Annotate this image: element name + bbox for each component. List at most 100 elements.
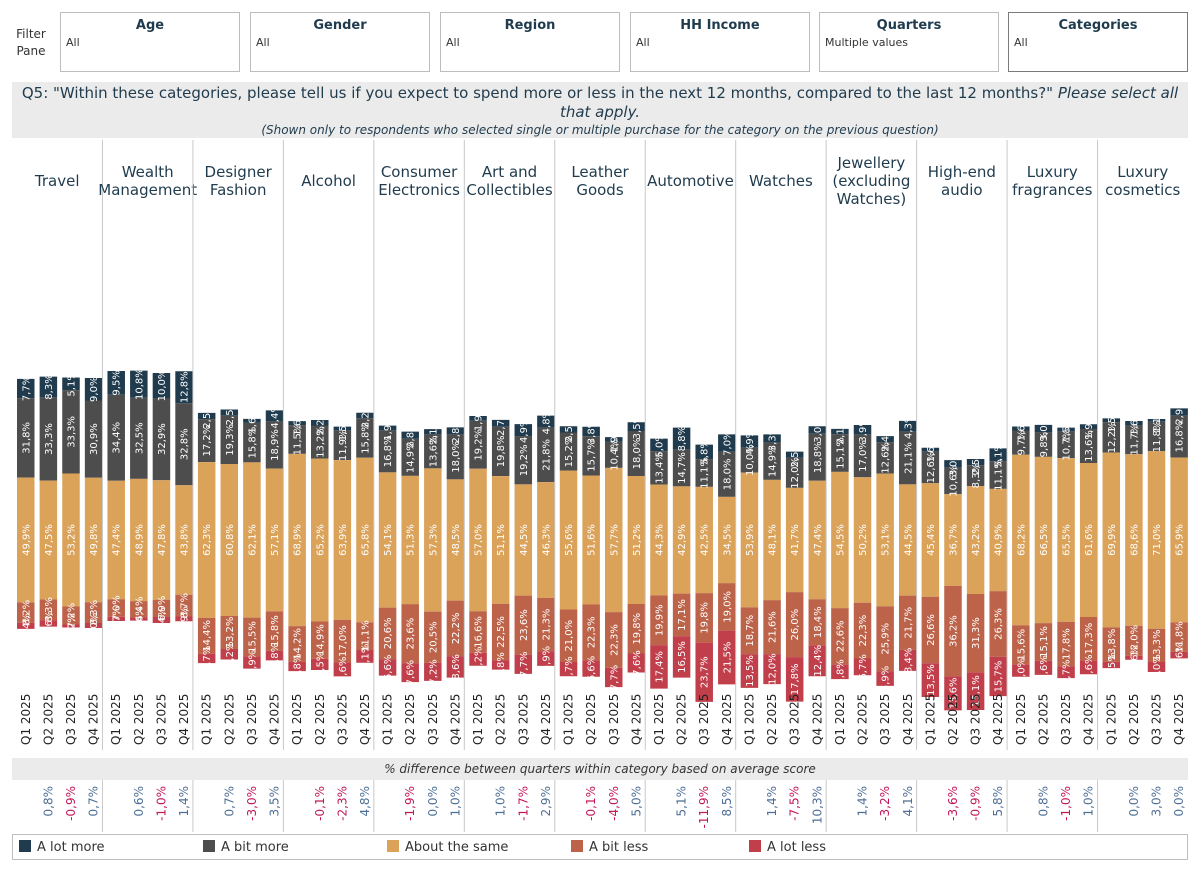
bar-art-and-collectibles-q3[interactable]: 4,9%19,2% 44,5% 23,6% 7,7% [514, 418, 533, 677]
bar-automotive-q4[interactable]: 7,0% 18,0% 34,5% 19,0% 21,5% [718, 430, 736, 685]
segment-a-lot-less [62, 624, 80, 628]
bar-wealth-management-q2[interactable]: 10,8% 32,5% 48,9% 6,4%1,4% [130, 368, 148, 632]
bar-high-end-audio-q1[interactable]: 1,6%12,6% 45,4% 26,6% 13,5% [921, 437, 940, 697]
data-label-about-same: 43,8% [180, 524, 191, 556]
bar-high-end-audio-q2[interactable]: 3,0%10,6% 36,7% 36,2% 13,6% [944, 451, 962, 711]
bar-art-and-collectibles-q4[interactable]: 4,8% 21,8% 46,3% 21,3% 5,9% [537, 409, 555, 671]
bar-wealth-management-q1[interactable]: 9,5% 34,4% 47,4% 7,0%1,7% [107, 370, 125, 632]
bar-automotive-q3[interactable]: 5,8%11,1% 42,5% 19,8% 23,7% [695, 439, 713, 702]
segment-about-same [605, 467, 623, 613]
filter-categories-value[interactable]: All [1014, 36, 1028, 49]
data-label-about-same: 71,0% [1152, 524, 1163, 556]
bar-leather-goods-q1[interactable]: 2,5%15,2% 55,6% 21,0% 5,7% [559, 417, 578, 682]
bar-luxury-cosmetics-q2[interactable]: 1,6%11,7%68,6%12,0%1,6% [1125, 410, 1143, 670]
data-label-a-lot-more: 2,9% [1175, 399, 1186, 424]
bar-luxury-fragrances-q4[interactable]: 1,9%13,6% 61,6% 17,3%5,6% [1079, 414, 1098, 680]
bar-leather-goods-q4[interactable]: 3,5%18,0% 51,2% 19,8% 7,6% [627, 414, 646, 676]
filter-gender-value[interactable]: All [256, 36, 270, 49]
data-label-a-bit-more: 12,0% [790, 457, 801, 489]
filter-age-value[interactable]: All [66, 36, 80, 49]
bar-jewellery-excluding-watches-q3[interactable]: 2,4%12,6% 53,1% 25,9% 5,9% [876, 426, 894, 691]
filter-gender[interactable]: Gender All [250, 12, 430, 72]
legend-item-a-bit-more[interactable]: A bit more [203, 840, 289, 856]
bar-consumer-electronics-q3[interactable]: 2,1%13,6% 57,3% 20,5% 7,2% [424, 419, 442, 685]
bar-watches-q4[interactable]: 3,0%18,8% 47,4% 18,4% 12,4% [808, 417, 827, 677]
bar-leather-goods-q2[interactable]: 3,8%15,7% 51,6% 22,3% 6,6% [582, 419, 600, 681]
bar-high-end-audio-q3[interactable]: 2,5%8,3% 43,2% 31,3% 15,1% [966, 449, 985, 710]
legend-item-about-the-same[interactable]: About the same [387, 840, 508, 856]
segment-a-lot-more [1125, 421, 1143, 425]
bar-travel-q3[interactable]: 5,1% 33,3% 53,2% 7,2%1,2% [62, 371, 80, 639]
segment-a-lot-more [514, 424, 533, 437]
segment-a-bit-more [989, 461, 1007, 489]
bar-alcohol-q4[interactable]: 2,2%15,8% 65,8% 11,1%5,1% [356, 403, 374, 669]
filter-hh-income-value[interactable]: All [636, 36, 650, 49]
bar-travel-q4[interactable]: 9,0% 30,9% 49,8% 8,3%2,0% [84, 377, 103, 639]
data-label-a-lot-more: 3,9% [858, 417, 869, 442]
data-label-about-same: 47,8% [157, 524, 168, 556]
bar-travel-q1[interactable]: 7,7% 31,8% 49,9% 8,2%2,4% [17, 376, 35, 639]
question-main: Q5: "Within these categories, please tel… [21, 84, 1054, 102]
segment-a-lot-more [446, 427, 465, 435]
bar-luxury-cosmetics-q3[interactable]: 1,1%11,8% 71,0% 13,3%4,0% [1147, 408, 1166, 680]
bar-automotive-q2[interactable]: 8,8%14,7% 42,9% 17,1% 16,5% [672, 426, 691, 678]
bar-art-and-collectibles-q1[interactable]: 1,9%19,2% 57,0% 16,6%5,2% [469, 406, 487, 672]
legend-item-a-lot-less[interactable]: A lot less [749, 840, 826, 856]
bar-consumer-electronics-q4[interactable]: 2,8%18,0% 48,5% 22,2% 8,6% [446, 418, 465, 680]
bar-luxury-fragrances-q2[interactable]: 3,0%9,8% 66,5% 15,1%5,6% [1034, 416, 1053, 681]
filter-quarters[interactable]: Quarters Multiple values [819, 12, 999, 72]
bar-luxury-cosmetics-q1[interactable]: 1,5%12,2% 69,9% 13,8%2,5% [1102, 408, 1121, 678]
data-label-a-lot-more: 4,4% [270, 403, 281, 428]
data-label-a-bit-more: 11,5% [293, 424, 304, 456]
bar-designer-fashion-q1[interactable]: 2,5%17,2% 62,3% 14,4%3,7% [197, 403, 216, 671]
diff-value-consumer-electronics-q4: 1,0% [448, 786, 462, 817]
filter-quarters-value[interactable]: Multiple values [825, 36, 908, 49]
bar-watches-q3[interactable]: 2,5%12,0% 41,7% 26,0% 17,8% [785, 442, 804, 702]
bar-luxury-fragrances-q1[interactable]: 1,6%9,7% 68,2% 15,6%5,0% [1012, 416, 1030, 683]
bar-luxury-fragrances-q3[interactable]: 1,5%10,7% 65,5% 17,8%4,7% [1057, 417, 1075, 685]
filter-hh-income[interactable]: HH Income All [630, 12, 810, 72]
filter-region[interactable]: Region All [440, 12, 620, 72]
bar-jewellery-excluding-watches-q4[interactable]: 4,3% 21,1% 44,5% 21,7% 8,4% [899, 414, 917, 674]
data-label-a-lot-less: 6,7% [858, 654, 869, 679]
data-label-a-bit-more: 18,9% [270, 429, 281, 461]
diff-value-wealth-management-q2: 0,6% [132, 786, 146, 817]
bar-designer-fashion-q2[interactable]: 2,5%19,3% 60,8% 13,2%4,2% [220, 400, 239, 667]
filter-categories[interactable]: Categories All [1008, 12, 1188, 72]
quarter-label: Q1 2025 [923, 694, 937, 745]
bar-designer-fashion-q3[interactable]: 1,6%15,8% 62,1% 15,5%4,9% [243, 408, 261, 675]
segment-a-lot-more [197, 412, 216, 420]
bar-jewellery-excluding-watches-q2[interactable]: 3,9%17,0% 50,2% 22,3% 6,7% [853, 417, 872, 680]
bar-watches-q1[interactable]: 4,9%10,0% 53,9% 18,7% 13,5% [740, 429, 759, 688]
bar-alcohol-q2[interactable]: 2,2%13,2% 65,2% 14,9%4,5% [311, 410, 329, 677]
bar-automotive-q1[interactable]: 5,0%13,4% 44,3% 19,9% 17,4% [650, 432, 668, 689]
filter-region-value[interactable]: All [446, 36, 460, 49]
bar-consumer-electronics-q1[interactable]: 1,9%16,8% 54,1% 20,6% 6,6% [378, 415, 397, 680]
data-label-a-bit-more: 11,7% [1129, 424, 1140, 456]
legend-item-a-bit-less[interactable]: A bit less [571, 840, 648, 856]
legend-item-a-lot-more[interactable]: A lot more [19, 840, 105, 856]
bar-watches-q2[interactable]: 3,3%14,9% 48,1% 21,6% 12,0% [763, 426, 781, 685]
bar-travel-q2[interactable]: 8,3%33,3%47,5%8,3%2,6% [39, 374, 58, 636]
bar-wealth-management-q4[interactable]: 12,8% 32,8% 43,8% 8,7%1,9% [175, 371, 193, 632]
bar-jewellery-excluding-watches-q1[interactable]: 2,1%15,1% 54,5% 22,6% 5,8% [831, 419, 849, 685]
data-label-a-lot-less: 12,0% [768, 653, 779, 685]
bar-leather-goods-q3[interactable]: 1,9%10,4% 57,7% 22,3% 7,7% [605, 427, 623, 690]
data-label-a-bit-less: 25,9% [881, 623, 892, 655]
quarter-label: Q4 2025 [629, 694, 643, 745]
bar-alcohol-q1[interactable]: 1,6%11,5% 68,9% 14,2%3,8% [288, 410, 306, 679]
bar-luxury-cosmetics-q4[interactable]: 2,9%16,8% 65,9% 11,8%2,6% [1170, 399, 1188, 668]
bar-art-and-collectibles-q2[interactable]: 2,7%19,8% 51,1% 22,5% 3,8% [491, 411, 510, 678]
segment-about-same [1147, 451, 1166, 629]
bar-alcohol-q3[interactable]: 1,5%11,9% 63,9% 17,0%5,6% [333, 416, 352, 682]
segment-a-lot-less [1147, 662, 1166, 672]
bar-consumer-electronics-q2[interactable]: 2,8%14,9% 51,3% 23,6% 7,6% [401, 422, 419, 685]
bar-high-end-audio-q4[interactable]: 5,1%11,1% 40,9% 26,3% 15,7% [989, 442, 1007, 697]
filter-age[interactable]: Age All [60, 12, 240, 72]
segment-a-lot-more [378, 425, 397, 431]
data-label-a-bit-less: 6,4% [134, 596, 145, 621]
data-label-a-lot-more: 1,6% [247, 408, 258, 433]
bar-designer-fashion-q4[interactable]: 4,4%18,9% 57,1% 15,8%3,8% [265, 403, 284, 668]
bar-wealth-management-q3[interactable]: 10,0% 32,9% 47,8% 6,9%2,4% [152, 370, 171, 633]
data-label-a-bit-more: 10,6% [948, 465, 959, 497]
